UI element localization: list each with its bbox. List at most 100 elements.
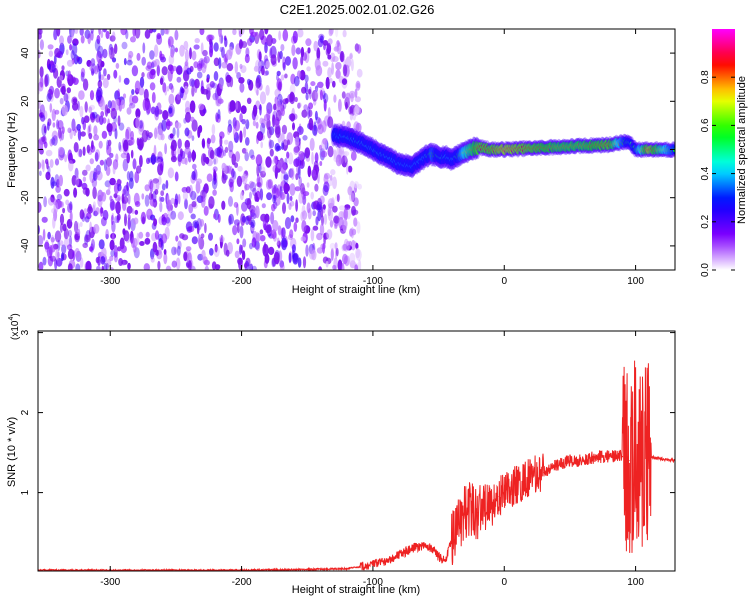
noise-blob (264, 29, 269, 35)
noise-blob (71, 175, 77, 186)
noise-blob (331, 197, 335, 207)
noise-blob (211, 124, 216, 135)
noise-blob (91, 177, 98, 188)
noise-blob (84, 101, 88, 113)
snr-point (529, 476, 532, 478)
noise-blob (105, 165, 111, 176)
svg-text:(x104): (x104) (8, 313, 21, 340)
noise-blob (65, 49, 69, 56)
noise-blob (293, 75, 300, 87)
noise-blob (208, 196, 215, 209)
noise-blob (239, 63, 243, 70)
noise-blob (287, 139, 290, 146)
noise-blob (335, 69, 341, 79)
noise-blob (162, 110, 169, 120)
noise-blob (351, 190, 356, 203)
noise-blob (43, 141, 48, 149)
noise-blob (48, 63, 52, 71)
noise-blob (89, 158, 95, 165)
noise-blob (172, 127, 176, 137)
noise-blob (268, 138, 272, 150)
noise-blob (82, 242, 88, 249)
noise-blob (39, 39, 45, 51)
noise-blob (88, 106, 93, 113)
noise-blob (259, 104, 262, 116)
noise-blob (89, 221, 92, 233)
noise-blob (41, 216, 48, 223)
noise-blob (44, 240, 50, 253)
snr-x-axis-label: Height of straight line (km) (292, 584, 420, 596)
noise-blob (199, 29, 205, 36)
noise-blob (40, 114, 46, 122)
noise-blob (184, 61, 189, 67)
noise-blob (219, 237, 223, 249)
noise-blob (233, 125, 237, 139)
noise-blob (249, 149, 255, 159)
noise-blob (226, 126, 231, 136)
noise-blob (90, 30, 94, 41)
noise-blob (233, 201, 239, 208)
noise-blob (199, 219, 205, 227)
noise-blob (333, 94, 337, 103)
snr-background (38, 331, 675, 571)
noise-blob (177, 211, 184, 221)
spectrogram-y-axis-label: Frequency (Hz) (6, 112, 18, 188)
noise-blob (246, 198, 252, 210)
noise-blob (244, 53, 250, 64)
noise-blob (301, 220, 307, 233)
noise-blob (54, 158, 60, 166)
noise-blob (285, 183, 290, 192)
noise-blob (141, 56, 146, 66)
noise-blob (356, 221, 361, 234)
noise-blob (160, 56, 167, 63)
noise-blob (292, 57, 298, 70)
noise-blob (114, 128, 118, 140)
noise-blob (143, 88, 149, 101)
noise-blob (92, 201, 96, 211)
noise-blob (150, 214, 156, 221)
noise-blob (281, 124, 287, 135)
noise-blob (188, 225, 195, 233)
colorbar: 0.0 0.2 0.4 0.6 0.8 Normalized spectral ampl… (700, 29, 748, 277)
noise-blob (278, 30, 281, 41)
noise-blob (118, 122, 125, 131)
noise-blob (348, 90, 356, 99)
noise-blob (323, 98, 327, 112)
noise-blob (254, 192, 258, 202)
noise-blob (271, 159, 278, 165)
noise-blob (160, 196, 165, 202)
noise-blob (84, 29, 91, 39)
noise-blob (45, 171, 51, 181)
noise-blob (96, 55, 101, 67)
noise-blob (112, 159, 119, 170)
noise-blob (177, 193, 181, 205)
noise-blob (314, 110, 318, 121)
noise-blob (93, 134, 99, 141)
noise-blob (312, 210, 317, 217)
noise-blob (355, 122, 362, 133)
noise-blob (213, 42, 219, 52)
noise-blob (328, 29, 333, 37)
noise-blob (47, 255, 54, 267)
figure-title: C2E1.2025.002.01.02.G26 (280, 2, 435, 17)
noise-blob (282, 61, 286, 71)
noise-blob (204, 265, 209, 270)
noise-blob (356, 68, 363, 78)
x-tick-label: -200 (232, 276, 252, 287)
noise-blob (307, 208, 312, 220)
noise-blob (209, 248, 214, 256)
noise-blob (77, 228, 81, 237)
noise-blob (176, 76, 182, 83)
noise-blob (292, 30, 298, 44)
noise-blob (259, 235, 266, 242)
noise-blob (136, 232, 140, 245)
noise-blob (282, 56, 286, 69)
noise-blob (289, 200, 295, 207)
noise-blob (314, 87, 319, 101)
noise-blob (327, 67, 332, 79)
noise-blob (209, 81, 215, 88)
noise-blob (189, 47, 192, 60)
noise-blob (110, 214, 114, 226)
noise-blob (307, 165, 312, 178)
